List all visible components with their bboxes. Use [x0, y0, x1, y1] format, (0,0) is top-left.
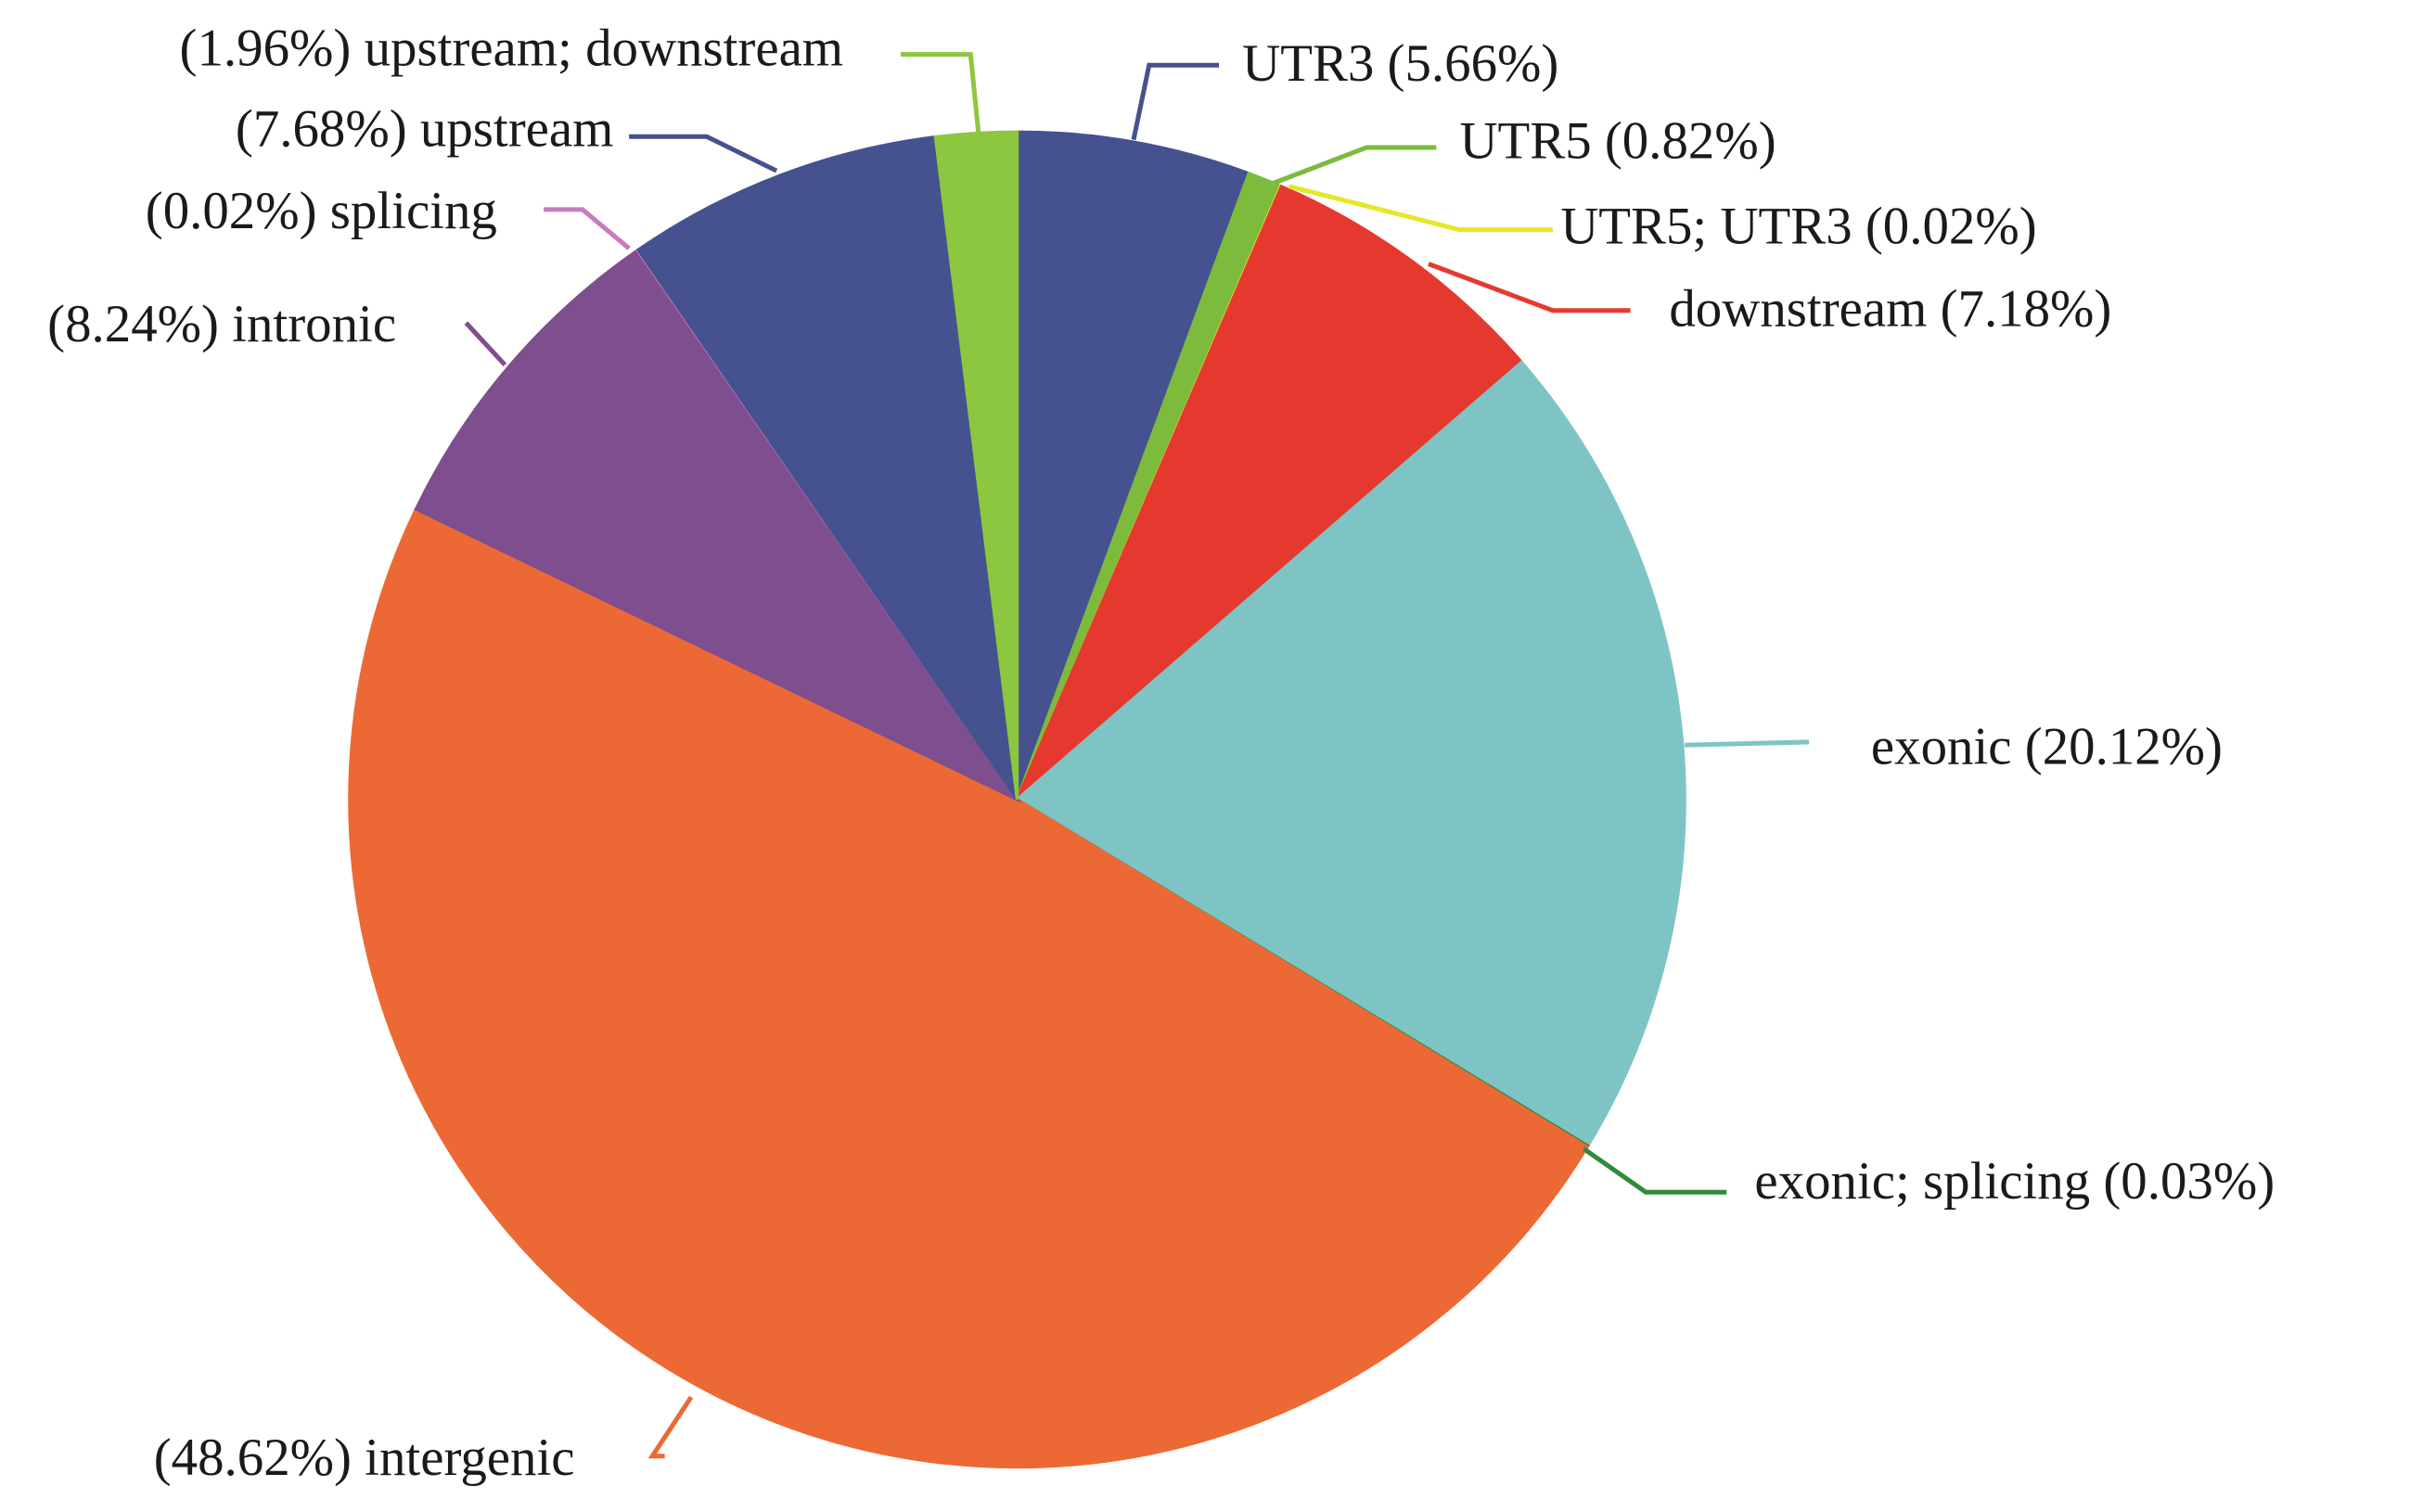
- pie-slice-upstream-downstream: [933, 130, 1019, 801]
- slice-label-utr5-utr3: UTR5; UTR3 (0.02%): [1560, 198, 2036, 256]
- leader-line-upstream-downstream: [900, 52, 981, 133]
- slice-label-intergenic: (48.62%) intergenic: [154, 1429, 575, 1487]
- leader-line-upstream: [629, 134, 778, 173]
- leader-line-splicing: [544, 207, 631, 250]
- pie-slice-exonic: [1014, 360, 1686, 1148]
- slice-label-intronic: (8.24%) intronic: [47, 295, 396, 353]
- pie-slice-upstream: [635, 135, 1019, 801]
- pie-slice-utr3: [1015, 130, 1251, 801]
- slice-label-downstream: downstream (7.18%): [1669, 279, 2111, 338]
- leader-line-exonic: [1685, 739, 1810, 748]
- slice-label-exonic-splicing: exonic; splicing (0.03%): [1754, 1152, 2275, 1211]
- leader-line-downstream: [1428, 262, 1631, 314]
- leader-line-utr5: [1272, 145, 1437, 186]
- slice-label-upstream: (7.68%) upstream: [236, 99, 613, 158]
- slice-label-splicing: (0.02%) splicing: [146, 182, 497, 240]
- slice-label-exonic: exonic (20.12%): [1871, 717, 2223, 775]
- pie-slice-intergenic: [348, 506, 1590, 1469]
- leader-line-intronic: [464, 321, 507, 366]
- slice-label-upstream-downstream: (1.96%) upstream; downstream: [180, 19, 844, 77]
- pie-slice-downstream: [1015, 184, 1524, 801]
- leader-line-exonic-splicing: [1582, 1147, 1727, 1195]
- slice-label-utr3: UTR3 (5.66%): [1242, 34, 1558, 93]
- pie-slice-intronic: [414, 248, 1022, 804]
- leader-line-intergenic: [647, 1395, 694, 1459]
- leader-line-utr3: [1131, 62, 1220, 141]
- slice-label-utr5: UTR5 (0.82%): [1459, 112, 1775, 171]
- leader-line-utr5-utr3: [1288, 184, 1553, 233]
